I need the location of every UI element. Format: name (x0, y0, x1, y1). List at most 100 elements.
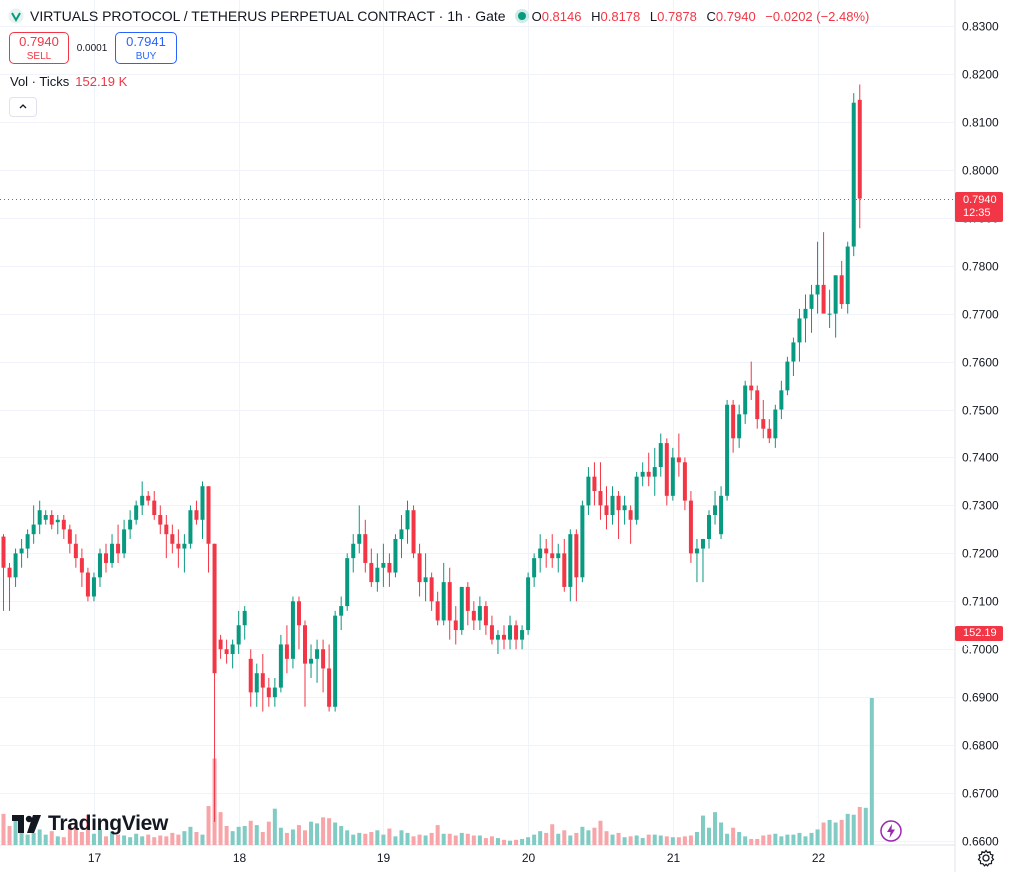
candle-body (182, 543, 187, 549)
last-price-label: 0.7940 12:35 (955, 192, 1003, 222)
candle-body (212, 543, 217, 674)
volume-bar (580, 826, 585, 845)
volume-bar (158, 835, 163, 845)
volume-bar (779, 836, 784, 845)
candle-body (333, 615, 338, 707)
volume-bar (369, 832, 374, 845)
chart-header: VIRTUALS PROTOCOL / TETHERUS PERPETUAL C… (8, 6, 875, 26)
volume-bar (393, 836, 398, 845)
lightning-icon[interactable] (880, 820, 902, 842)
candle-body (652, 467, 657, 477)
volume-bar (345, 830, 350, 845)
candle-body (260, 673, 265, 688)
candle-body (309, 658, 314, 664)
candle-body (122, 529, 127, 554)
time-tick-label: 19 (377, 851, 391, 865)
high-label: H (591, 8, 601, 24)
volume-bar (520, 838, 525, 845)
candle-body (435, 601, 440, 621)
volume-bar (116, 834, 121, 845)
candle-body (140, 495, 145, 506)
tradingview-logo-icon (12, 815, 41, 833)
collapse-legend-button[interactable] (9, 97, 37, 117)
candle-body (809, 294, 814, 309)
brand-name: TradingView (48, 812, 169, 835)
volume-bar (248, 820, 253, 845)
volume-bar (290, 829, 295, 845)
candle-body (700, 538, 705, 549)
price-tick-label: 0.8200 (962, 68, 999, 82)
candle-body (743, 385, 748, 415)
volume-bar (7, 825, 12, 845)
candle-body (610, 495, 615, 515)
volume-bar (104, 836, 109, 845)
volume-bar (598, 820, 603, 845)
volume-bar (417, 834, 422, 845)
volume-legend[interactable]: Vol · Ticks 152.19 K (10, 74, 127, 89)
volume-bar (821, 822, 826, 845)
candle-body (296, 601, 301, 626)
low-label: L (649, 8, 658, 24)
candle-body (19, 548, 24, 554)
candle-body (363, 534, 368, 563)
buy-button[interactable]: 0.7941 BUY (115, 32, 177, 64)
candle-body (411, 510, 416, 554)
candle-body (556, 553, 561, 559)
candle-body (785, 361, 790, 391)
volume-bar (489, 836, 494, 845)
close-value: 0.7940 (715, 8, 756, 24)
volume-legend-label: Vol · Ticks (10, 74, 70, 89)
candle-body (13, 553, 18, 578)
volume-bar (670, 837, 675, 845)
gear-icon[interactable] (977, 849, 995, 867)
candle-body (79, 558, 84, 573)
candle-body (37, 510, 42, 525)
candle-body (725, 404, 730, 496)
volume-bar (707, 827, 712, 845)
sell-label: SELL (26, 51, 52, 62)
candle-body (399, 529, 404, 539)
volume-bar (303, 830, 307, 845)
volume-bar (646, 834, 651, 845)
time-tick-label: 17 (88, 851, 102, 865)
candle-body (97, 553, 102, 578)
volume-bar (110, 832, 115, 845)
candle-body (369, 562, 374, 583)
candle-body (731, 404, 736, 439)
volume-bar (869, 697, 874, 845)
volume-bar (483, 838, 488, 845)
candle-body (574, 534, 579, 578)
volume-bar (743, 836, 748, 845)
candle-body (188, 510, 193, 544)
time-tick-label: 20 (522, 851, 536, 865)
candle-body (803, 308, 808, 319)
volume-bar (550, 824, 555, 845)
high-value: 0.8178 (600, 8, 641, 24)
volume-bar (514, 839, 519, 845)
volume-bar (767, 834, 772, 845)
volume-bar (242, 825, 247, 845)
sell-button[interactable]: 0.7940 SELL (9, 32, 69, 64)
candle-body (501, 634, 506, 640)
volume-bar (827, 819, 832, 845)
candle-body (845, 246, 850, 305)
volume-bar (459, 832, 464, 845)
volume-bar (321, 817, 326, 845)
volume-bar (49, 831, 54, 845)
volume-bar (375, 830, 380, 845)
candle-body (688, 500, 693, 554)
price-tick-label: 0.7700 (962, 308, 999, 322)
candle-body (489, 625, 494, 640)
volume-bar (387, 828, 392, 845)
candle-body (447, 582, 452, 621)
candle-body (31, 524, 36, 535)
candle-body (634, 476, 639, 520)
candle-body (224, 649, 229, 655)
symbol-title[interactable]: VIRTUALS PROTOCOL / TETHERUS PERPETUAL C… (30, 8, 506, 24)
candle-body (254, 673, 259, 693)
volume-bar (194, 832, 199, 845)
volume-bar (61, 837, 66, 845)
tradingview-logo[interactable]: TradingView (12, 812, 168, 836)
candle-body (779, 390, 784, 410)
